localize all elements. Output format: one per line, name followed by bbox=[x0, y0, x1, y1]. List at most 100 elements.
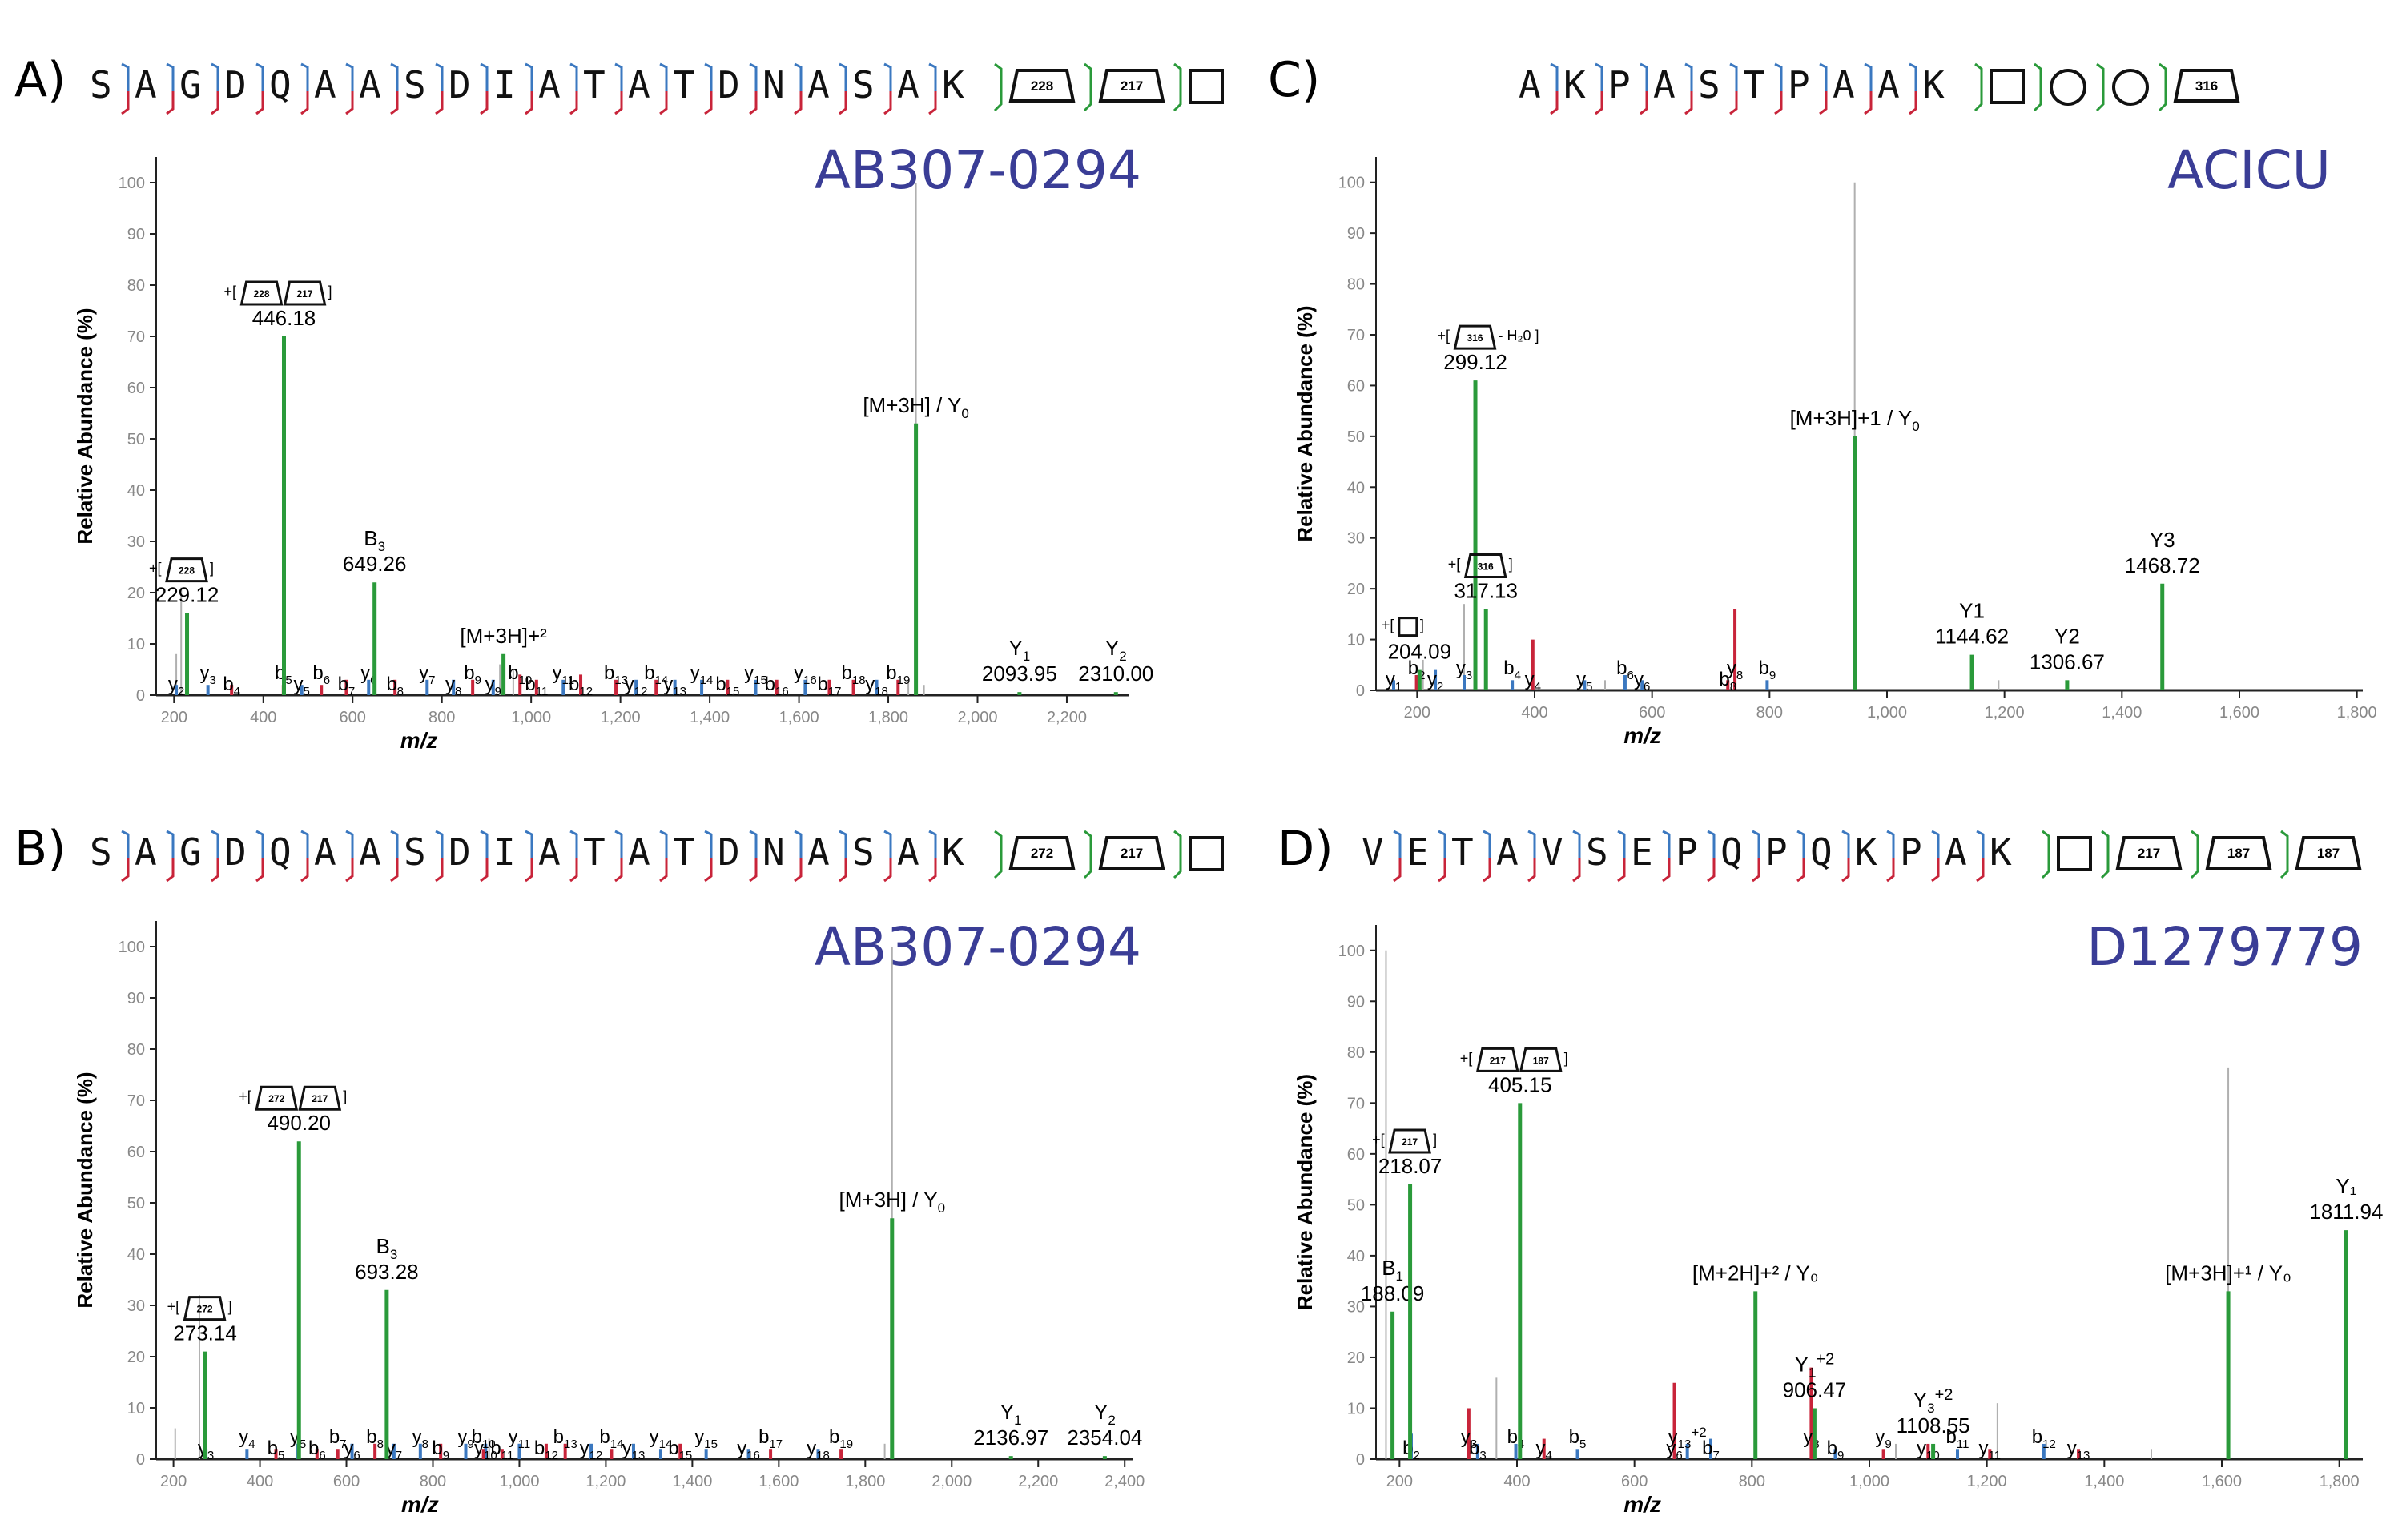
b-cleavage-mark bbox=[883, 858, 892, 883]
x-tick-label: 400 bbox=[250, 709, 276, 726]
y-cleavage-mark bbox=[1774, 62, 1783, 91]
b-cleavage-mark bbox=[1684, 91, 1693, 115]
sequence-residue: A bbox=[807, 830, 830, 874]
fragment-label: b4 bbox=[1503, 657, 1521, 682]
glycan-symbol-trapezoid bbox=[1388, 1128, 1431, 1154]
peak-mz-label: 1144.62 bbox=[1935, 625, 2009, 649]
y-cleavage-mark bbox=[883, 62, 892, 91]
sequence-residue: E bbox=[1631, 830, 1653, 874]
x-tick-label: 2,200 bbox=[1047, 709, 1087, 726]
sample-label: AB307-0294 bbox=[815, 916, 1141, 978]
b-cleavage-mark bbox=[1550, 91, 1559, 115]
b-cleavage-mark bbox=[121, 91, 130, 115]
fragment-label: y5 bbox=[1576, 669, 1592, 694]
sequence-residue: P bbox=[1608, 63, 1631, 107]
fragment-label: b9 bbox=[432, 1437, 449, 1462]
b-cleavage-mark bbox=[1774, 91, 1783, 115]
sequence-residue: A bbox=[135, 830, 157, 874]
y-cleavage-mark bbox=[1684, 62, 1693, 91]
sample-label: ACICU bbox=[2167, 139, 2331, 201]
b-cleavage-mark bbox=[1617, 858, 1626, 883]
sequence-residue: A bbox=[628, 830, 650, 874]
glycan-symbol-trapezoid bbox=[298, 1085, 342, 1111]
peak-name-label: Y1 bbox=[1959, 599, 1985, 623]
fragment-label: b11 bbox=[525, 673, 548, 698]
fragment-label: b13 bbox=[604, 662, 628, 687]
y-cleavage-mark bbox=[525, 830, 533, 858]
b-cleavage-mark bbox=[1707, 858, 1716, 883]
y-cleavage-mark bbox=[166, 62, 175, 91]
b-cleavage-mark bbox=[211, 858, 219, 883]
sequence-residue: A bbox=[538, 830, 561, 874]
glycan-symbol-trapezoid-label: 187 bbox=[2227, 846, 2250, 861]
x-tick-label: 1,600 bbox=[2202, 1473, 2242, 1490]
glycan-symbol-square bbox=[1189, 836, 1224, 871]
fragment-label: b13 bbox=[553, 1426, 577, 1451]
peak-annotation: 446.18 +[228 217] bbox=[223, 280, 332, 330]
fragment-label: b6 bbox=[1616, 657, 1634, 682]
glycan-symbol-trapezoid bbox=[2115, 836, 2183, 870]
x-tick-label: 1,200 bbox=[1985, 704, 2025, 722]
y-cleavage-mark bbox=[345, 830, 354, 858]
glycan-symbol-trapezoid bbox=[239, 280, 284, 306]
glycan-symbol-trapezoid-label: 316 bbox=[2195, 78, 2218, 94]
y-tick-label: 90 bbox=[127, 226, 145, 243]
fragment-label: y10 bbox=[1917, 1437, 1940, 1462]
b-cleavage-mark bbox=[525, 91, 533, 115]
oxonium-label: +[316 - H₂0 ] bbox=[1438, 324, 1539, 350]
b-cleavage-mark bbox=[345, 91, 354, 115]
sequence-residue: V bbox=[1541, 830, 1563, 874]
peak-annotation: [M+3H]+1 / Y0 bbox=[1790, 406, 1920, 434]
y-tick-label: 50 bbox=[1347, 428, 1365, 446]
fragment-label: b14 bbox=[599, 1426, 623, 1451]
peak-annotation: 218.07 +[217] bbox=[1372, 1128, 1442, 1178]
peak-mz-label: 1811.94 bbox=[2309, 1200, 2383, 1224]
b-cleavage-mark bbox=[121, 858, 130, 883]
y-cleavage-mark bbox=[1393, 830, 1402, 858]
peak-mz-label: 2310.00 bbox=[1078, 661, 1153, 686]
sequence-residue: G bbox=[179, 830, 202, 874]
peak-mz-label: 693.28 bbox=[355, 1260, 419, 1284]
sequence-residue: A bbox=[628, 63, 650, 107]
peak-annotation: 273.14 +[272] bbox=[167, 1296, 237, 1345]
fragment-label: b15 bbox=[715, 673, 739, 698]
y-cleavage-mark bbox=[480, 62, 489, 91]
sequence-residue: A bbox=[1519, 63, 1541, 107]
oxonium-suffix: ] bbox=[1564, 1050, 1568, 1066]
y-cleavage-mark bbox=[1572, 830, 1581, 858]
y-tick-label: 40 bbox=[127, 482, 145, 500]
peak-mz-label: 188.09 bbox=[1361, 1281, 1425, 1305]
peak-name-label: [M+3H] / Y0 bbox=[839, 1188, 946, 1216]
glycan-cleavage-mark bbox=[2100, 830, 2110, 879]
fragment-label: y16 bbox=[737, 1437, 760, 1462]
b-cleavage-mark bbox=[569, 91, 578, 115]
glycan-symbol-trapezoid-label: 272 bbox=[197, 1304, 213, 1315]
y-tick-label: 80 bbox=[1347, 1044, 1365, 1062]
y-tick-label: 70 bbox=[1347, 327, 1365, 344]
fragment-label: b19 bbox=[886, 662, 910, 687]
fragment-label: y11 bbox=[509, 1426, 531, 1451]
b-cleavage-mark bbox=[883, 91, 892, 115]
sequence-residue: D bbox=[224, 63, 247, 107]
glycan-cleavage-mark bbox=[2158, 62, 2167, 112]
y-tick-label: 20 bbox=[1347, 581, 1365, 598]
x-tick-label: 1,800 bbox=[2320, 1473, 2360, 1490]
b-cleavage-mark bbox=[1527, 858, 1536, 883]
sequence-residue: S bbox=[852, 830, 875, 874]
sequence-residue: T bbox=[1743, 63, 1765, 107]
peak-mz-label: 204.09 bbox=[1388, 640, 1452, 664]
peak-mz-label: 405.15 bbox=[1488, 1072, 1552, 1096]
glycan-symbol-trapezoid-label: 217 bbox=[1121, 846, 1143, 861]
fragment-label: b8 bbox=[1719, 669, 1736, 694]
x-tick-label: 800 bbox=[420, 1473, 446, 1490]
y-cleavage-mark bbox=[480, 830, 489, 858]
glycan-symbol-trapezoid bbox=[2295, 836, 2362, 870]
x-tick-label: 1,600 bbox=[2219, 704, 2259, 722]
y-cleavage-mark bbox=[704, 62, 713, 91]
glycan-symbol-trapezoid-label: 316 bbox=[1467, 332, 1483, 344]
b-cleavage-mark bbox=[704, 858, 713, 883]
fragment-label: b5 bbox=[1569, 1426, 1587, 1451]
